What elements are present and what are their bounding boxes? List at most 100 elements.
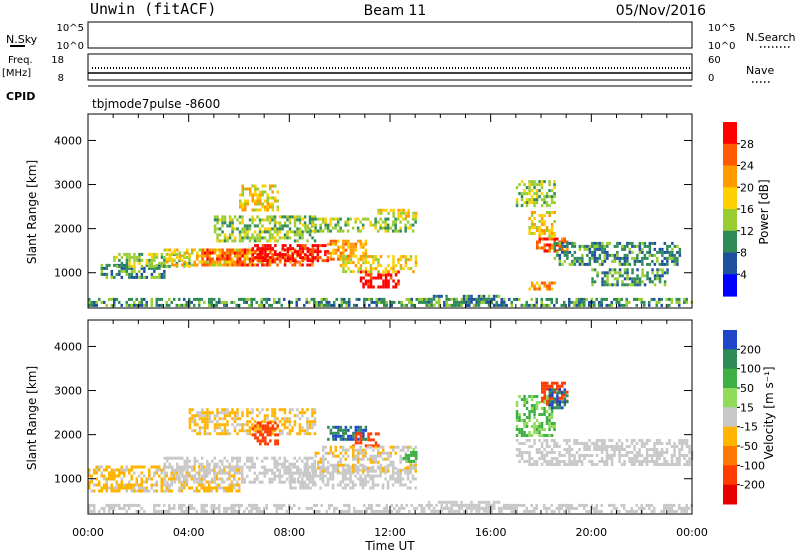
heatmap-cell xyxy=(380,509,383,513)
heatmap-cell xyxy=(595,442,599,445)
heatmap-cell xyxy=(480,506,483,510)
heatmap-cell xyxy=(623,256,627,260)
heatmap-cell xyxy=(311,420,314,424)
heatmap-cell xyxy=(347,434,350,438)
heatmap-cell xyxy=(125,483,128,487)
heatmap-cell xyxy=(550,198,554,202)
heatmap-cell xyxy=(128,486,131,490)
heatmap-cell xyxy=(369,264,373,268)
heatmap-cell xyxy=(685,297,688,301)
heatmap-cell xyxy=(515,401,519,404)
heatmap-cell xyxy=(186,456,189,460)
heatmap-cell xyxy=(600,442,604,445)
heatmap-cell xyxy=(278,230,282,234)
heatmap-cell xyxy=(215,465,218,469)
heatmap-cell xyxy=(173,468,176,472)
heatmap-cell xyxy=(138,489,141,493)
heatmap-cell xyxy=(343,509,346,513)
heatmap-cell xyxy=(523,189,526,193)
heatmap-cell xyxy=(382,208,385,212)
heatmap-cell xyxy=(510,506,513,510)
heatmap-cell xyxy=(399,474,402,478)
heatmap-cell xyxy=(407,459,411,463)
heatmap-cell xyxy=(198,474,201,478)
heatmap-cell xyxy=(248,263,251,267)
heatmap-cell xyxy=(130,483,133,487)
heatmap-cell xyxy=(638,280,642,284)
heatmap-cell xyxy=(133,258,136,262)
heatmap-cell xyxy=(364,270,368,274)
heatmap-cell xyxy=(173,480,176,484)
heatmap-cell xyxy=(327,425,330,429)
heatmap-cell xyxy=(228,468,231,472)
heatmap-cell xyxy=(193,489,196,493)
heatmap-cell xyxy=(533,287,536,291)
heatmap-cell xyxy=(414,264,418,268)
heatmap-cell xyxy=(283,248,287,252)
heatmap-cell xyxy=(616,283,619,287)
heatmap-cell xyxy=(221,263,224,267)
heatmap-cell xyxy=(359,239,363,243)
heatmap-cell xyxy=(605,297,608,301)
heatmap-cell xyxy=(130,474,133,478)
heatmap-cell xyxy=(319,223,322,227)
heatmap-cell xyxy=(108,509,111,513)
heatmap-cell xyxy=(407,445,410,449)
heatmap-cell xyxy=(339,428,343,432)
heatmap-cell xyxy=(259,433,262,437)
heatmap-cell xyxy=(475,300,478,304)
heatmap-cell xyxy=(153,509,156,513)
heatmap-cell xyxy=(563,303,566,307)
heatmap-cell xyxy=(666,259,669,263)
heatmap-cell xyxy=(248,465,251,469)
heatmap-cell xyxy=(263,297,266,301)
colorbar-segment xyxy=(723,330,737,350)
heatmap-cell xyxy=(271,227,274,231)
heatmap-cell xyxy=(460,506,463,510)
y-tick-label: 3000 xyxy=(54,179,82,192)
heatmap-cell xyxy=(260,509,263,513)
heatmap-cell xyxy=(525,509,528,513)
heatmap-cell xyxy=(291,256,295,260)
heatmap-cell xyxy=(346,471,350,475)
heatmap-cell xyxy=(633,463,636,466)
heatmap-cell xyxy=(435,509,438,513)
heatmap-cell xyxy=(153,269,156,273)
heatmap-cell xyxy=(206,420,209,424)
heatmap-cell xyxy=(543,201,546,205)
heatmap-cell xyxy=(663,271,667,275)
heatmap-cell xyxy=(545,204,549,208)
heatmap-cell xyxy=(533,442,536,445)
heatmap-cell xyxy=(283,257,287,261)
heatmap-cell xyxy=(342,239,345,243)
heatmap-cell xyxy=(304,486,307,490)
heatmap-cell xyxy=(213,468,216,472)
heatmap-cell xyxy=(254,256,257,260)
heatmap-cell xyxy=(503,506,506,510)
heatmap-cell xyxy=(246,233,249,237)
heatmap-cell xyxy=(543,303,546,307)
heatmap-cell xyxy=(256,196,259,200)
heatmap-cell xyxy=(233,509,236,513)
heatmap-cell xyxy=(321,480,325,484)
heatmap-cell xyxy=(125,261,129,265)
heatmap-cell xyxy=(618,451,621,454)
heatmap-cell xyxy=(420,509,423,513)
heatmap-cell xyxy=(523,401,526,404)
heatmap-cell xyxy=(655,457,659,460)
heatmap-cell xyxy=(653,277,657,281)
heatmap-cell xyxy=(407,258,410,262)
heatmap-cell xyxy=(143,297,146,301)
heatmap-cell xyxy=(625,297,628,301)
heatmap-cell xyxy=(308,477,311,481)
heatmap-cell xyxy=(666,244,669,248)
colorbar-tick-label: 16 xyxy=(740,203,754,216)
heatmap-cell xyxy=(548,400,552,404)
heatmap-cell xyxy=(600,303,603,307)
colorbar-segment xyxy=(723,165,737,188)
heatmap-cell xyxy=(673,256,677,260)
heatmap-cell xyxy=(645,463,649,466)
heatmap-cell xyxy=(356,229,360,233)
heatmap-cell xyxy=(407,456,411,460)
heatmap-cell xyxy=(311,215,314,219)
